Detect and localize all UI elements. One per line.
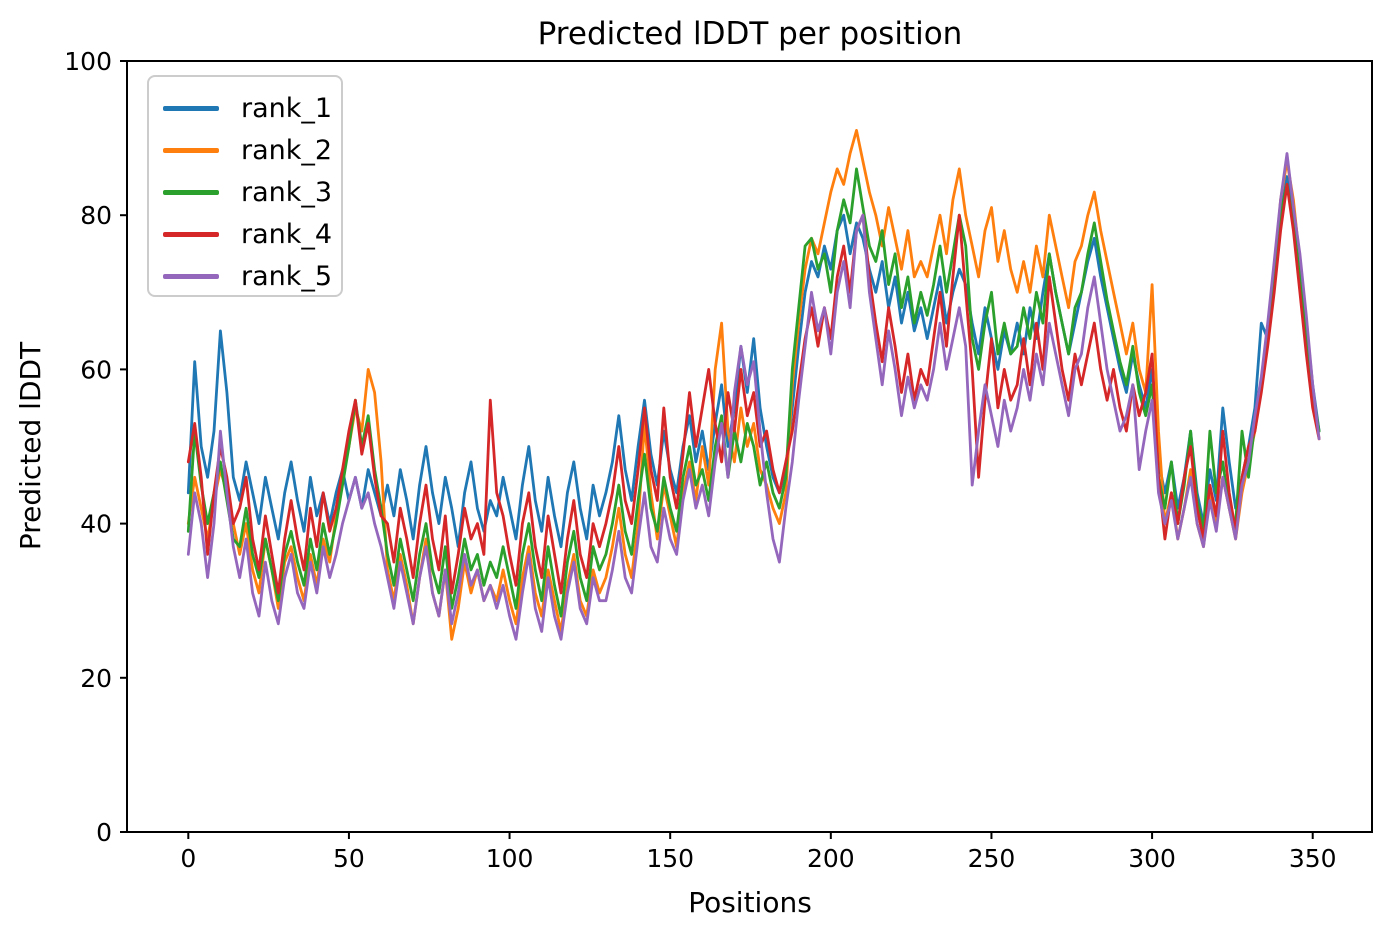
y-tick-label: 40 [80,510,112,539]
series-lines [186,128,1321,641]
legend-entry-rank_5: rank_5 [163,255,341,297]
y-tick-label: 100 [64,47,112,76]
y-tick-label: 60 [80,355,112,384]
x-tick-label: 250 [968,844,1016,873]
legend-line-sample [163,189,219,195]
x-axis-label: Positions [688,886,812,919]
series-line-rank_2 [186,128,1321,641]
x-tick-label: 350 [1289,844,1337,873]
legend-line-sample [163,273,219,279]
x-tick-label: 50 [333,844,365,873]
legend-label: rank_4 [241,218,333,250]
x-tick-label: 150 [646,844,694,873]
axes-spines [126,60,1373,833]
legend-line-sample [163,147,219,153]
x-tick-label: 200 [807,844,855,873]
y-tick-label: 80 [80,201,112,230]
y-tick-label: 0 [96,818,112,847]
legend-label: rank_5 [241,260,333,292]
legend-label: rank_3 [241,176,333,208]
series-line-rank_5 [186,152,1321,641]
legend-line-sample [163,231,219,237]
chart-title: Predicted lDDT per position [538,16,963,52]
legend-entry-rank_2: rank_2 [163,129,341,171]
legend-label: rank_2 [241,134,333,166]
legend-entry-rank_3: rank_3 [163,171,341,213]
x-tick-label: 0 [180,844,196,873]
plot-frame [126,60,1373,833]
axis-ticks: 0 50 100 150 200 250 300 350 0 20 40 60 80 100 [64,47,1336,873]
legend-label: rank_1 [241,92,333,124]
y-tick-label: 20 [80,664,112,693]
legend-box: rank_1 rank_2 rank_3 rank_4 rank_5 [147,75,343,297]
x-tick-label: 100 [486,844,534,873]
x-tick-label: 300 [1128,844,1176,873]
legend-entry-rank_1: rank_1 [163,87,341,129]
y-axis-label: Predicted lDDT [14,341,47,550]
legend-line-sample [163,105,219,111]
legend-entry-rank_4: rank_4 [163,213,341,255]
